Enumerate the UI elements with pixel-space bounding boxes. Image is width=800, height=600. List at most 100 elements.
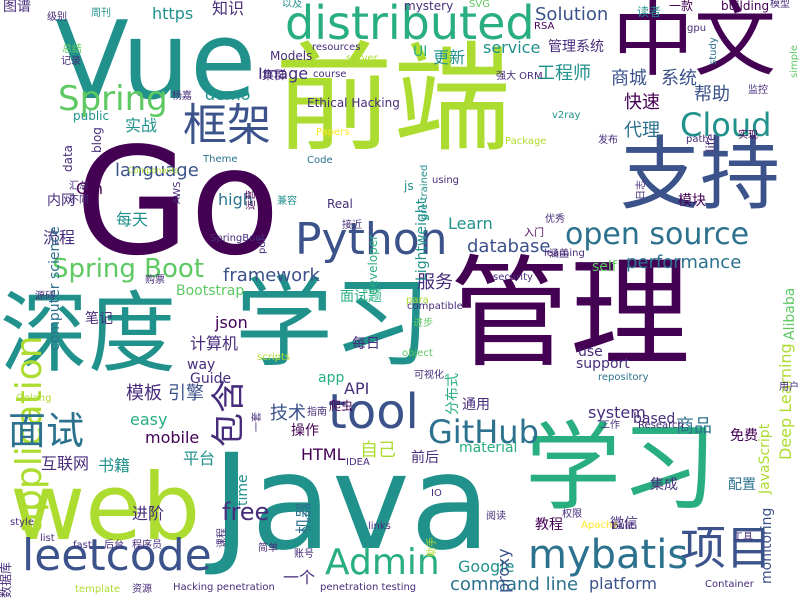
word: monitoring: [759, 507, 775, 584]
word: 爬虫: [329, 399, 354, 413]
word: IO: [431, 488, 442, 499]
word: 笔记: [85, 311, 113, 327]
word: 面试题: [340, 289, 382, 305]
word: 强大 ORM: [496, 71, 543, 82]
word: 接近: [342, 220, 362, 231]
word: 每天: [116, 210, 149, 229]
word: 购票: [145, 275, 165, 286]
word: HTML: [301, 445, 346, 464]
word: Vue: [55, 0, 257, 124]
word: template: [75, 584, 121, 595]
word: UI: [413, 44, 428, 60]
word: built: [612, 521, 635, 532]
word: 一款: [669, 0, 694, 13]
word: Spring Boot: [52, 254, 205, 284]
word: links: [368, 521, 391, 532]
word: Guide: [190, 371, 232, 387]
word: app: [318, 370, 345, 386]
word: data: [61, 144, 75, 172]
word: 兼容: [277, 196, 297, 207]
word: Package: [505, 136, 547, 147]
word: gpu: [687, 23, 707, 34]
word: distributed: [285, 0, 535, 50]
word: 进阶: [132, 504, 165, 523]
word: 日志: [636, 180, 647, 200]
word: 分布式: [445, 373, 461, 416]
word: 微信: [610, 516, 638, 532]
word: 工作: [600, 420, 620, 431]
word: Google: [458, 557, 515, 576]
word: open source: [565, 217, 750, 252]
word: 实现: [738, 130, 758, 141]
word: 可视化: [414, 370, 444, 381]
word: js: [404, 179, 414, 193]
word: 引擎: [168, 383, 204, 404]
word: 模块: [678, 193, 706, 209]
word: Image: [258, 64, 309, 83]
word: 免费: [730, 428, 758, 444]
word: building: [721, 0, 770, 13]
word: pdf: [257, 237, 268, 254]
word: 系统: [661, 68, 697, 89]
word: 通用: [462, 397, 490, 413]
word: 面试: [8, 409, 85, 453]
word: resources: [312, 42, 361, 53]
word: 代理: [624, 120, 660, 141]
word: 简单: [258, 543, 278, 554]
word: 计算机: [190, 334, 239, 353]
word: 知识: [212, 0, 245, 18]
word: object: [402, 348, 433, 359]
word: tool: [328, 384, 419, 440]
word: scripts: [257, 352, 291, 363]
word: Cloud: [680, 106, 772, 144]
word: 模板: [126, 383, 162, 404]
word: 管理系统: [548, 39, 604, 55]
word: 集成: [650, 477, 678, 493]
word: 发布: [598, 135, 618, 146]
word: 权限: [562, 509, 582, 520]
word: 阅读: [486, 511, 506, 522]
word: developer: [366, 234, 380, 295]
word: 内网: [47, 193, 75, 209]
word: use: [578, 344, 603, 360]
word: list: [40, 533, 55, 544]
word: Admin: [325, 542, 440, 583]
word: Deep Learning: [776, 343, 795, 460]
word: web: [10, 454, 201, 561]
word: compatible: [407, 301, 463, 312]
word: Java: [212, 426, 491, 580]
word: 汇总: [69, 181, 89, 192]
word: 运营: [246, 190, 257, 210]
word: path: [686, 134, 709, 145]
word: time: [235, 473, 251, 506]
word: 前后: [411, 450, 439, 466]
word: mobile: [145, 428, 200, 447]
word: Real: [327, 197, 353, 211]
word: proxy: [494, 548, 513, 593]
word: 记录: [61, 56, 81, 67]
word: Components: [128, 166, 179, 175]
word: public: [73, 109, 110, 123]
word: high: [218, 190, 253, 209]
word: Ethical Hacking: [307, 96, 400, 110]
word: SVG: [469, 0, 490, 10]
word: performance: [626, 252, 742, 273]
word: 流程: [43, 228, 76, 247]
word: Spring: [58, 79, 168, 119]
word: RSA: [534, 21, 555, 32]
word: 更新: [433, 48, 466, 67]
word: 用户: [779, 382, 799, 393]
word: mybatis: [528, 532, 689, 578]
word: fast: [73, 540, 92, 551]
word: style: [10, 517, 34, 528]
word: 框架: [183, 100, 271, 151]
word: JavaScript: [757, 423, 773, 494]
word: Container: [705, 579, 754, 590]
word: service: [483, 38, 541, 57]
word: https: [152, 4, 194, 23]
word: 实战: [125, 116, 158, 135]
word: 课程: [217, 528, 228, 548]
word: 技术: [270, 403, 306, 424]
word: Models: [270, 49, 313, 63]
